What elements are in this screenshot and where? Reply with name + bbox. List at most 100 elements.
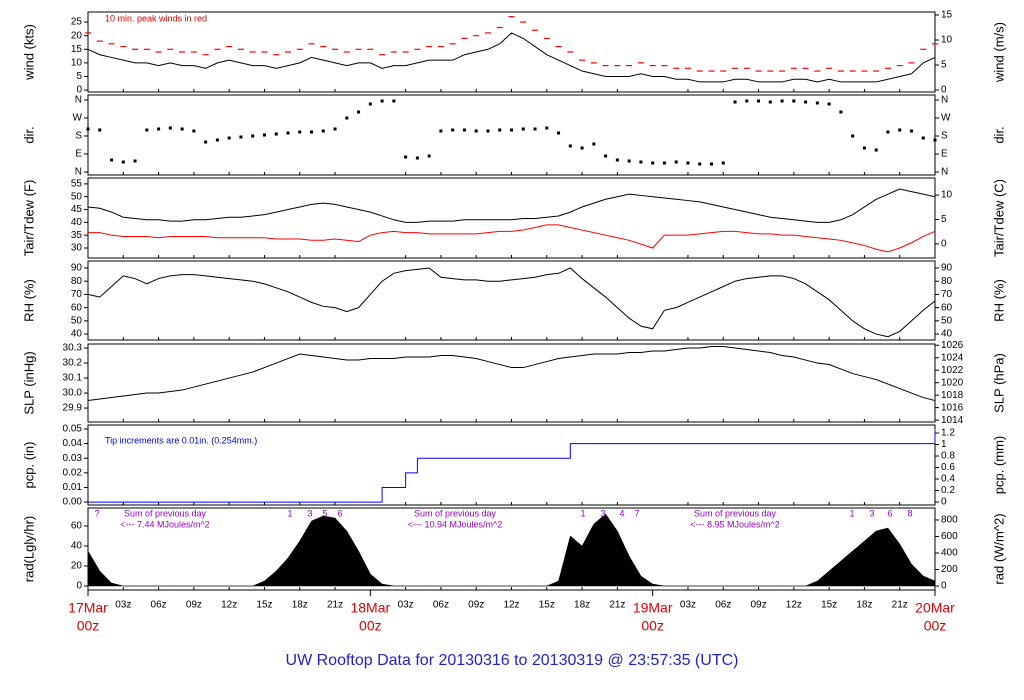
y-tick-label: 35 <box>71 230 83 241</box>
x-tick-label: 12z <box>786 600 802 611</box>
annotation: Sum of previous day <box>414 508 497 518</box>
y2-axis-label: rad (W/m^2) <box>991 513 1006 584</box>
dir-point <box>110 158 114 162</box>
x-tick-label: 03z <box>680 600 696 611</box>
dir-point <box>615 158 619 162</box>
dir-point <box>215 138 219 142</box>
y2-axis-label: dir. <box>991 126 1006 143</box>
hour-marker: 1 <box>580 508 585 518</box>
y2-tick-label: 70 <box>941 289 953 300</box>
annotation: Sum of previous day <box>124 508 207 518</box>
y-tick-label: 40 <box>71 329 83 340</box>
y2-tick-label: 0 <box>941 238 947 249</box>
dir-point <box>862 146 866 150</box>
dir-point <box>415 156 419 160</box>
step-line <box>88 428 936 503</box>
x-tick-label: 06z <box>715 600 731 611</box>
x-tick-label: 21z <box>609 600 625 611</box>
dir-point <box>404 155 408 159</box>
dir-point <box>333 127 337 131</box>
x-tick-label: 21z <box>892 600 908 611</box>
y-tick-label: 0.02 <box>63 467 83 478</box>
y-tick-label: 0.04 <box>63 438 83 449</box>
annotation: Sum of previous day <box>694 508 777 518</box>
y2-tick-label: W <box>941 113 951 124</box>
dir-point <box>651 161 655 165</box>
x-tick-label: 06z <box>151 600 167 611</box>
x-tick-label: 18z <box>856 600 872 611</box>
x-tick-label: 03z <box>115 600 131 611</box>
y-tick-label: 15 <box>71 44 83 55</box>
date-sublabel: 00z <box>924 618 947 634</box>
dir-point <box>180 127 184 131</box>
dir-point <box>545 126 549 130</box>
dir-point <box>533 127 537 131</box>
dir-point <box>886 130 890 134</box>
date-sublabel: 00z <box>641 618 664 634</box>
y2-axis-label: pcp. (mm) <box>991 436 1006 495</box>
y2-tick-label: 5 <box>941 214 947 225</box>
y2-axis-label: RH (%) <box>991 279 1006 322</box>
y2-tick-label: 15 <box>941 10 953 21</box>
y2-tick-label: 1022 <box>941 365 964 376</box>
y-tick-label: 0 <box>76 85 82 96</box>
x-tick-label: 18z <box>292 600 308 611</box>
dir-point <box>674 160 678 164</box>
y2-tick-label: 800 <box>941 515 958 526</box>
y-tick-label: 40 <box>71 541 83 552</box>
hour-marker: 3 <box>600 508 605 518</box>
y2-tick-label: 5 <box>941 60 947 71</box>
dir-point <box>321 129 325 133</box>
y2-tick-label: 1024 <box>941 352 964 363</box>
dir-point <box>439 129 443 133</box>
y2-axis-label: Tair/Tdew (C) <box>991 179 1006 257</box>
annotation: Tip increments are 0.01in. (0.254mm.) <box>105 435 257 445</box>
y-axis-label: Tair/Tdew (F) <box>21 180 36 257</box>
x-tick-label: 06z <box>433 600 449 611</box>
x-tick-label: 18z <box>574 600 590 611</box>
dir-point <box>815 101 819 105</box>
y-tick-label: 0.00 <box>63 497 83 508</box>
hour-marker: 1 <box>849 508 854 518</box>
dir-point <box>157 127 161 131</box>
dir-point <box>227 136 231 140</box>
dir-point <box>204 140 208 144</box>
y2-tick-label: E <box>941 149 948 160</box>
date-label: 18Mar <box>350 600 390 616</box>
dir-point <box>568 144 572 148</box>
dir-point <box>604 154 608 158</box>
dir-point <box>345 116 349 120</box>
dir-point <box>380 99 384 103</box>
dir-point <box>192 129 196 133</box>
y-tick-label: N <box>75 95 82 106</box>
y2-tick-label: N <box>941 95 948 106</box>
y-tick-label: 20 <box>71 561 83 572</box>
date-label: 20Mar <box>915 600 955 616</box>
y-tick-label: 60 <box>71 302 83 313</box>
dir-point <box>486 129 490 133</box>
dir-point <box>298 130 302 134</box>
hour-marker: 3 <box>869 508 874 518</box>
y2-tick-label: 0 <box>941 581 947 592</box>
x-tick-label: 03z <box>398 600 414 611</box>
y-tick-label: 30.1 <box>63 373 83 384</box>
y-tick-label: 30 <box>71 243 83 254</box>
y-tick-label: 90 <box>71 263 83 274</box>
y2-tick-label: N <box>941 167 948 178</box>
dir-point <box>874 148 878 152</box>
dir-point <box>133 159 137 163</box>
y-tick-label: 0.03 <box>63 453 83 464</box>
dir-point <box>286 131 290 135</box>
dir-point <box>592 142 596 146</box>
dir-point <box>557 131 561 135</box>
y2-tick-label: 1 <box>941 439 947 450</box>
x-tick-label: 15z <box>821 600 837 611</box>
y-tick-label: 5 <box>76 71 82 82</box>
y2-tick-label: 1020 <box>941 377 964 388</box>
date-sublabel: 00z <box>77 618 100 634</box>
y-tick-label: S <box>75 131 82 142</box>
dir-point <box>827 102 831 106</box>
y2-tick-label: 90 <box>941 263 953 274</box>
